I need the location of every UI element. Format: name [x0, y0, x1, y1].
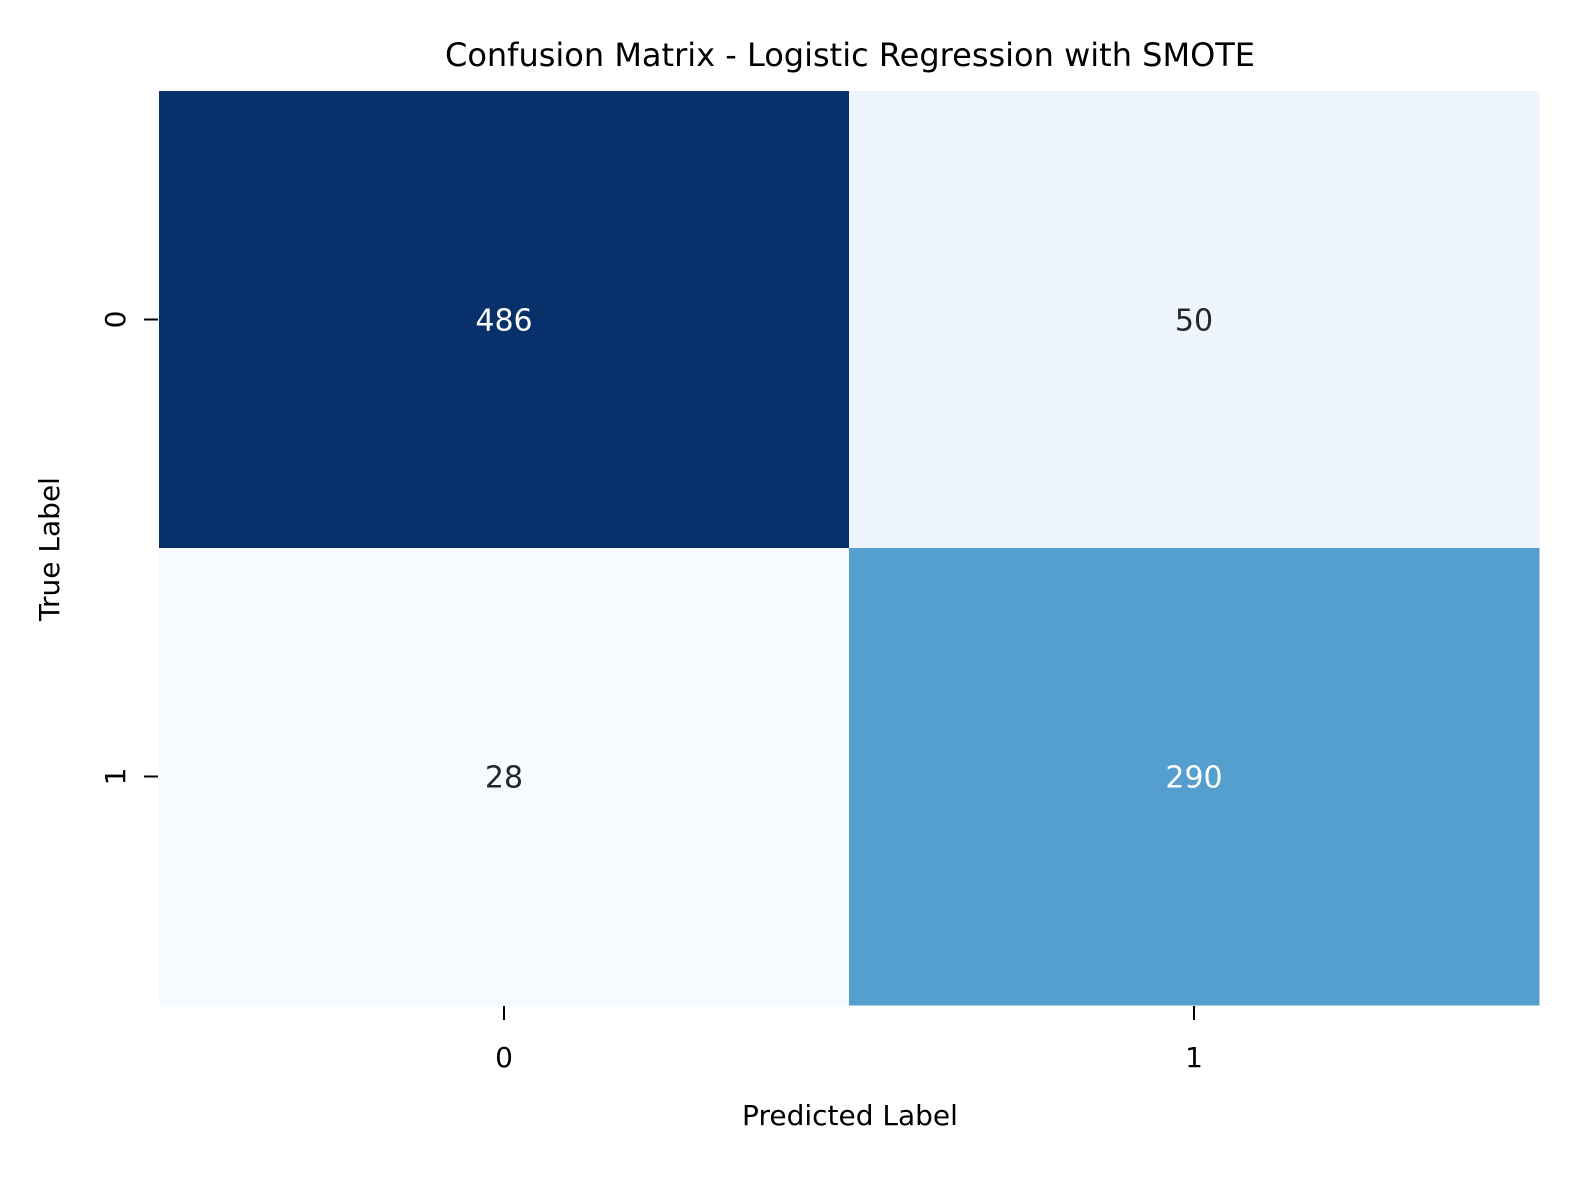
- cell-value-label-1-0: 28: [485, 761, 523, 796]
- x-tick-label-0: 0: [495, 1041, 513, 1074]
- heatmap-cells: [159, 91, 1540, 1006]
- cell-value-label-1-1: 290: [1165, 761, 1222, 796]
- y-tick-label-0: 0: [99, 311, 132, 329]
- heatmap-cell-1-1: [849, 548, 1540, 1006]
- cell-value-label-0-1: 50: [1175, 304, 1213, 339]
- chart-title: Confusion Matrix - Logistic Regression w…: [445, 36, 1255, 74]
- x-axis-label: Predicted Label: [742, 1099, 958, 1132]
- y-tick-label-1: 1: [99, 768, 132, 786]
- heatmap-cell-1-0: [159, 548, 850, 1006]
- heatmap-cell-0-0: [159, 91, 850, 549]
- heatmap-cell-0-1: [849, 91, 1540, 549]
- y-axis-label: True Label: [33, 477, 66, 622]
- axis-ticks: 0 1 0 1: [99, 311, 1203, 1074]
- x-tick-label-1: 1: [1185, 1041, 1203, 1074]
- cell-value-label-0-0: 486: [475, 304, 532, 339]
- heatmap-annotations: 486 50 28 290: [475, 304, 1222, 796]
